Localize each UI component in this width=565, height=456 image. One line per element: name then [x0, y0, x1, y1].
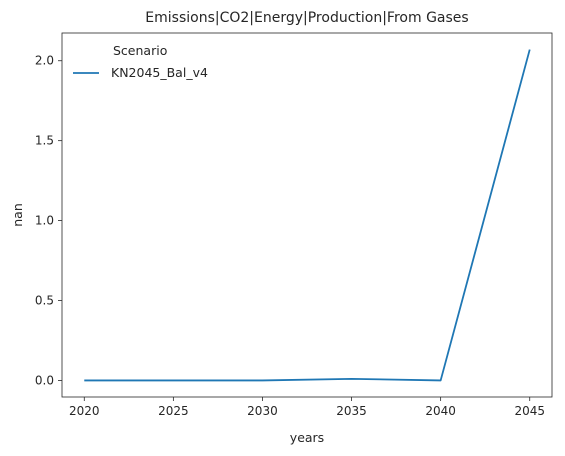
y-tick-label: 0.0	[35, 373, 54, 387]
x-tick-label: 2025	[158, 404, 189, 418]
series-layer	[84, 49, 531, 382]
y-tick-label: 0.5	[35, 294, 54, 308]
legend-title: Scenario	[113, 43, 167, 58]
y-axis-label: nan	[10, 203, 25, 227]
chart-title: Emissions|CO2|Energy|Production|From Gas…	[145, 10, 468, 26]
x-axis-label: years	[290, 430, 324, 445]
y-tick-label: 1.0	[35, 214, 54, 228]
series-line-0	[84, 49, 531, 382]
legend-entry-label: KN2045_Bal_v4	[111, 65, 208, 80]
legend: Scenario KN2045_Bal_v4	[73, 43, 208, 80]
x-tick-label: 2020	[69, 404, 100, 418]
x-tick-label: 2030	[247, 404, 278, 418]
x-tick-label: 2035	[336, 404, 367, 418]
plot-area	[61, 32, 553, 398]
y-tick-label: 1.5	[35, 134, 54, 148]
y-axis: 0.0 0.5 1.0 1.5 2.0	[35, 54, 62, 387]
x-axis: 2020 2025 2030 2035 2040 2045	[69, 397, 545, 418]
y-tick-label: 2.0	[35, 54, 54, 68]
x-tick-label: 2045	[514, 404, 545, 418]
x-tick-label: 2040	[425, 404, 456, 418]
